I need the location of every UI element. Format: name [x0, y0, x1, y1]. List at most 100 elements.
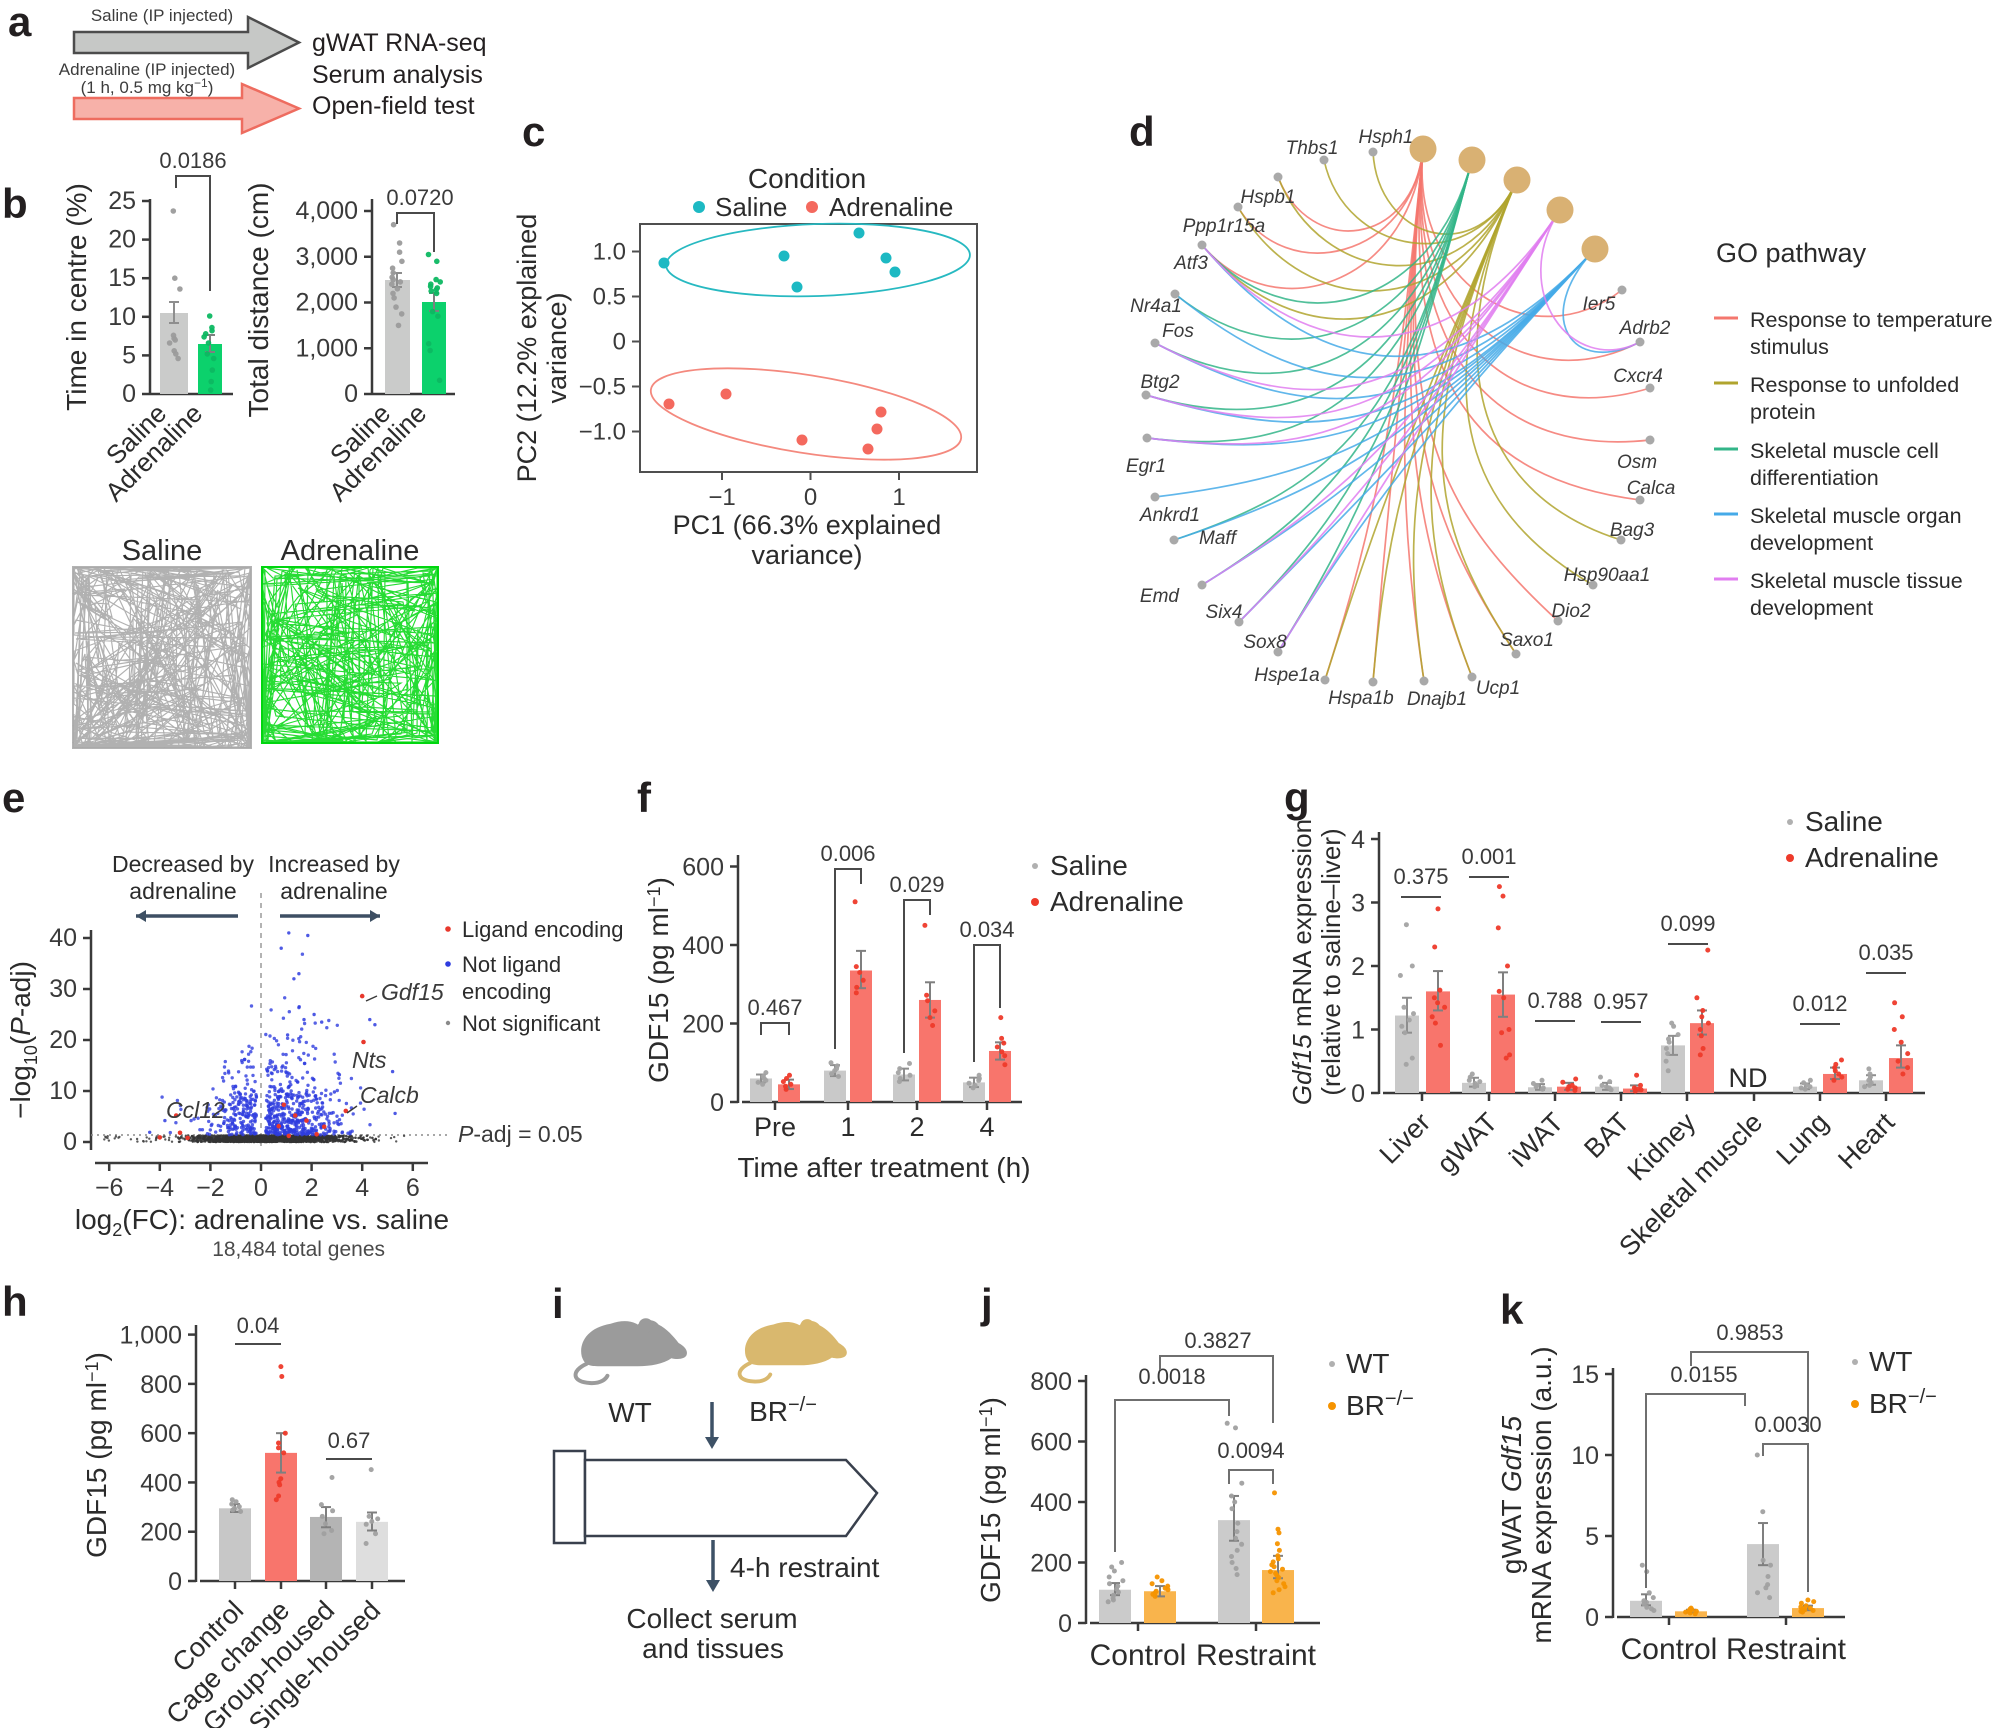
svg-text:Response to unfolded: Response to unfolded: [1750, 373, 1959, 397]
svg-text:Fos: Fos: [1162, 321, 1194, 342]
svg-text:0.9853: 0.9853: [1716, 1320, 1783, 1345]
svg-text:15: 15: [108, 264, 136, 292]
svg-text:c: c: [522, 108, 545, 155]
svg-text:Gdf15: Gdf15: [381, 979, 444, 1005]
svg-text:g: g: [1284, 774, 1310, 821]
svg-text:Collect serum: Collect serum: [626, 1603, 797, 1634]
svg-text:200: 200: [140, 1519, 182, 1547]
svg-text:Skeletal muscle tissue: Skeletal muscle tissue: [1750, 569, 1963, 593]
svg-text:Condition: Condition: [748, 163, 866, 194]
svg-text:−log10(P-adj): −log10(P-adj): [5, 961, 41, 1119]
svg-text:−1: −1: [708, 484, 735, 511]
svg-text:4-h restraint: 4-h restraint: [730, 1552, 880, 1583]
svg-text:0: 0: [122, 380, 136, 408]
svg-text:40: 40: [49, 924, 77, 952]
svg-text:Ppp1r15a: Ppp1r15a: [1183, 216, 1265, 237]
svg-text:0: 0: [804, 484, 817, 511]
svg-text:development: development: [1750, 596, 1873, 620]
svg-text:25: 25: [108, 187, 136, 215]
svg-text:0: 0: [63, 1128, 77, 1156]
svg-text:2: 2: [305, 1174, 319, 1202]
svg-text:4: 4: [1351, 826, 1365, 854]
svg-text:200: 200: [1030, 1550, 1072, 1578]
svg-text:Dnajb1: Dnajb1: [1407, 689, 1467, 710]
svg-text:adrenaline: adrenaline: [280, 878, 387, 904]
svg-text:600: 600: [140, 1420, 182, 1448]
svg-text:GO pathway: GO pathway: [1716, 238, 1867, 268]
svg-text:Ligand encoding: Ligand encoding: [462, 917, 623, 942]
svg-text:Serum analysis: Serum analysis: [312, 61, 483, 89]
svg-text:800: 800: [140, 1371, 182, 1399]
svg-text:Saline: Saline: [122, 535, 203, 567]
svg-text:Increased by: Increased by: [268, 851, 400, 877]
svg-text:0: 0: [1058, 1610, 1072, 1638]
svg-text:Calca: Calca: [1627, 478, 1676, 499]
svg-text:Hsp90aa1: Hsp90aa1: [1564, 565, 1651, 586]
svg-text:0.029: 0.029: [889, 872, 944, 897]
svg-text:Saline: Saline: [1050, 850, 1128, 881]
svg-text:i: i: [552, 1280, 564, 1327]
svg-text:Adrenaline: Adrenaline: [1805, 842, 1939, 873]
svg-text:30: 30: [49, 975, 77, 1003]
svg-text:400: 400: [140, 1469, 182, 1497]
svg-text:Saline (IP injected): Saline (IP injected): [91, 6, 233, 25]
svg-text:WT: WT: [1869, 1346, 1913, 1377]
svg-text:a: a: [8, 0, 32, 45]
svg-text:−6: −6: [95, 1174, 124, 1202]
svg-text:0.0030: 0.0030: [1754, 1412, 1821, 1437]
svg-text:Maff: Maff: [1199, 528, 1238, 549]
svg-text:Hspa1b: Hspa1b: [1328, 688, 1394, 709]
svg-text:Not ligand: Not ligand: [462, 952, 561, 977]
svg-text:0.957: 0.957: [1593, 989, 1648, 1014]
svg-text:f: f: [637, 774, 652, 821]
svg-text:0.3827: 0.3827: [1184, 1328, 1251, 1353]
svg-text:Not significant: Not significant: [462, 1011, 600, 1036]
svg-text:protein: protein: [1750, 400, 1816, 424]
svg-text:PC2 (12.2% explained: PC2 (12.2% explained: [512, 214, 542, 483]
svg-text:encoding: encoding: [462, 979, 551, 1004]
svg-text:18,484 total genes: 18,484 total genes: [212, 1238, 385, 1261]
svg-text:Saxo1: Saxo1: [1500, 630, 1554, 651]
svg-text:Hspe1a: Hspe1a: [1254, 665, 1320, 686]
svg-text:PC1 (66.3% explained: PC1 (66.3% explained: [673, 510, 942, 540]
svg-text:200: 200: [682, 1011, 724, 1039]
svg-text:Atf3: Atf3: [1173, 253, 1208, 274]
svg-text:Pre: Pre: [754, 1112, 796, 1142]
svg-text:0.5: 0.5: [593, 284, 626, 311]
svg-text:Adrenaline: Adrenaline: [281, 535, 420, 567]
svg-text:Skeletal muscle cell: Skeletal muscle cell: [1750, 439, 1939, 463]
svg-text:5: 5: [122, 341, 136, 369]
svg-text:0.034: 0.034: [959, 917, 1014, 942]
svg-text:BR−/−: BR−/−: [749, 1394, 817, 1427]
svg-text:development: development: [1750, 531, 1873, 555]
svg-text:0.467: 0.467: [747, 995, 802, 1020]
svg-text:2: 2: [909, 1112, 924, 1142]
svg-text:0.788: 0.788: [1527, 988, 1582, 1013]
svg-text:log2(FC): adrenaline vs. salin: log2(FC): adrenaline vs. saline: [75, 1204, 449, 1240]
svg-text:differentiation: differentiation: [1750, 466, 1879, 490]
svg-text:Ucp1: Ucp1: [1476, 678, 1520, 699]
svg-text:6: 6: [406, 1174, 420, 1202]
svg-text:Gdf15 mRNA expression: Gdf15 mRNA expression: [1287, 819, 1317, 1105]
svg-text:GDF15 (pg ml−1): GDF15 (pg ml−1): [81, 1352, 112, 1558]
svg-text:Nr4a1: Nr4a1: [1130, 296, 1182, 317]
svg-text:b: b: [2, 180, 28, 227]
svg-text:0.006: 0.006: [820, 841, 875, 866]
svg-text:Restraint: Restraint: [1196, 1639, 1317, 1672]
svg-text:1,000: 1,000: [295, 334, 358, 362]
svg-text:BR−/−: BR−/−: [1346, 1388, 1414, 1421]
svg-text:Adrenaline: Adrenaline: [829, 192, 953, 222]
svg-text:d: d: [1129, 108, 1155, 155]
svg-text:2: 2: [1351, 953, 1365, 981]
svg-text:adrenaline: adrenaline: [129, 878, 236, 904]
svg-text:0: 0: [1585, 1604, 1599, 1632]
svg-text:4: 4: [355, 1174, 369, 1202]
svg-text:0.099: 0.099: [1660, 911, 1715, 936]
svg-text:GDF15 (pg ml−1): GDF15 (pg ml−1): [643, 877, 674, 1083]
svg-text:3,000: 3,000: [295, 243, 358, 271]
svg-text:stimulus: stimulus: [1750, 335, 1829, 359]
svg-text:Restraint: Restraint: [1726, 1633, 1847, 1666]
svg-text:0.035: 0.035: [1858, 940, 1913, 965]
svg-text:Saline: Saline: [1805, 806, 1883, 837]
svg-text:Calcb: Calcb: [360, 1082, 419, 1108]
